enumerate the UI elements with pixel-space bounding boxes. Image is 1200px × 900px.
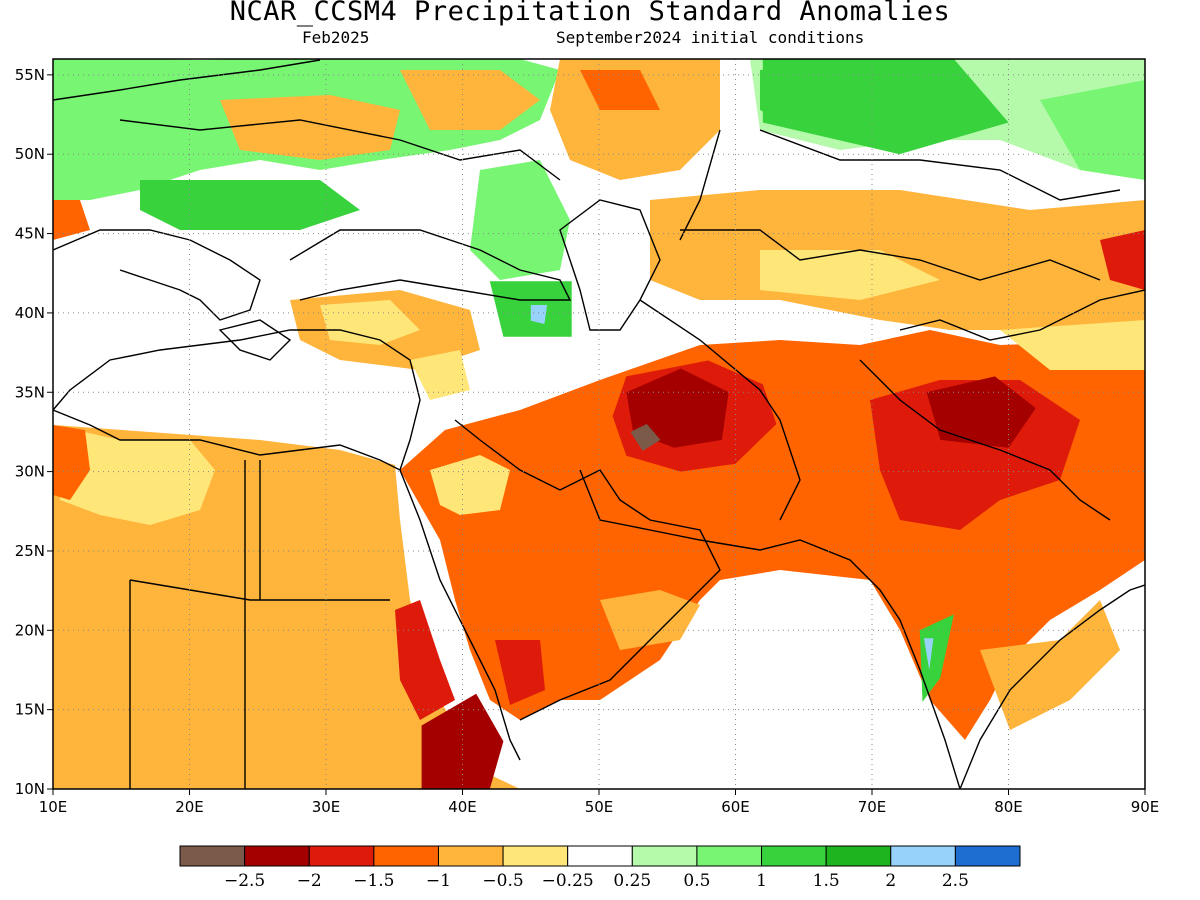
lat-lon-grid bbox=[53, 59, 1145, 789]
colorbar-swatch bbox=[373, 845, 439, 867]
colorbar-label: 0.5 bbox=[683, 871, 710, 891]
region-iran-extreme-dry bbox=[630, 424, 661, 451]
colorbar-label: −0.25 bbox=[542, 871, 594, 891]
colorbar-swatch bbox=[761, 845, 827, 867]
x-tick-label: 40E bbox=[448, 798, 477, 816]
x-tick-label: 20E bbox=[175, 798, 204, 816]
colorbar-swatch bbox=[502, 845, 569, 867]
region-india-very-wet bbox=[923, 638, 934, 670]
colorbar-swatch bbox=[437, 845, 504, 867]
colorbar-label: 0.25 bbox=[613, 871, 651, 891]
colorbar-label: −1.5 bbox=[353, 871, 394, 891]
axis-ticks: 10E 20E 30E 40E 50E 60E 70E 80E 90E 10N 15N 20N 25N 3… bbox=[15, 66, 1160, 816]
region-iran-core-very-dry bbox=[626, 368, 729, 448]
y-tick-label: 55N bbox=[15, 66, 45, 84]
y-tick-label: 15N bbox=[15, 701, 45, 719]
y-tick-label: 35N bbox=[15, 383, 45, 401]
y-tick-label: 30N bbox=[15, 463, 45, 481]
region-kazakh-wet bbox=[762, 59, 1009, 155]
colorbar-label: 2 bbox=[885, 871, 896, 891]
colorbar-label: −1 bbox=[426, 871, 451, 891]
colorbar-label: −2.5 bbox=[224, 871, 265, 891]
x-tick-label: 30E bbox=[312, 798, 341, 816]
colorbar-label: 2.5 bbox=[942, 871, 969, 891]
y-tick-label: 10N bbox=[15, 780, 45, 798]
colorbar-label: −0.5 bbox=[482, 871, 523, 891]
colorbar-swatch bbox=[567, 845, 633, 867]
x-tick-label: 60E bbox=[721, 798, 750, 816]
region-sudan-ethiopia-very-dry bbox=[421, 693, 504, 789]
colorbar-swatch bbox=[954, 845, 1021, 867]
colorbar-swatch bbox=[179, 845, 246, 867]
region-caucasus-wet bbox=[489, 281, 572, 337]
colorbar-swatch bbox=[696, 845, 763, 867]
colorbar-swatch bbox=[825, 845, 892, 867]
x-tick-label: 70E bbox=[858, 798, 887, 816]
colorbar-label: −2 bbox=[297, 871, 322, 891]
y-tick-label: 40N bbox=[15, 304, 45, 322]
init-conditions-label: September2024 initial conditions bbox=[556, 28, 865, 47]
y-tick-label: 20N bbox=[15, 621, 45, 639]
x-tick-label: 10E bbox=[39, 798, 68, 816]
valid-month-label: Feb2025 bbox=[302, 28, 370, 47]
colorbar-swatch bbox=[631, 845, 698, 867]
y-tick-label: 25N bbox=[15, 542, 45, 560]
colorbar-label: 1 bbox=[756, 871, 767, 891]
y-tick-label: 50N bbox=[15, 145, 45, 163]
x-tick-label: 80E bbox=[994, 798, 1023, 816]
y-tick-label: 45N bbox=[15, 225, 45, 243]
colorbar-swatch bbox=[244, 845, 310, 867]
colorbar-swatch bbox=[308, 845, 375, 867]
region-armenia-very-wet bbox=[530, 305, 548, 324]
x-tick-label: 50E bbox=[585, 798, 614, 816]
map-title: NCAR_CCSM4 Precipitation Standard Anomal… bbox=[229, 0, 951, 27]
colorbar-label: 1.5 bbox=[813, 871, 840, 891]
coastlines-borders bbox=[53, 59, 1145, 789]
x-tick-label: 90E bbox=[1131, 798, 1160, 816]
region-india-wet-strip bbox=[919, 614, 954, 702]
anomaly-regions bbox=[421, 59, 1036, 789]
colorbar-swatch bbox=[890, 845, 956, 867]
colorbar: −2.5 −2 −1.5 −1 −0.5 −0.25 0.25 0.5 1 1.5 2 2.5 bbox=[179, 845, 1021, 891]
